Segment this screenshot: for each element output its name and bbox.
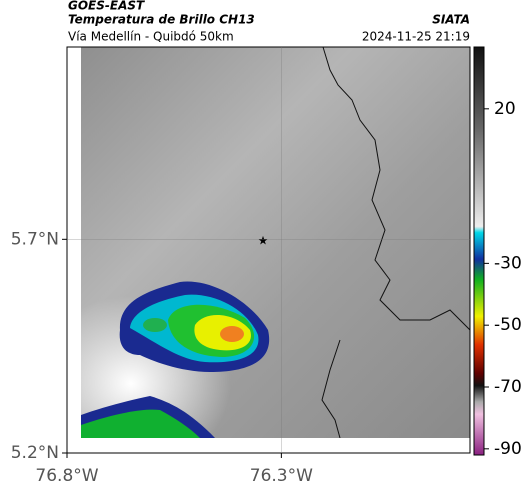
colorbar-tick-label: -50: [494, 315, 522, 335]
source: SIATA: [432, 13, 470, 27]
x-tick-label: 76.8°W: [35, 466, 98, 486]
colorbar-tick-label: 20: [494, 99, 516, 119]
cloud-cell: [143, 318, 167, 332]
station-marker: ★: [258, 234, 269, 248]
route: Vía Medellín - Quibdó 50km: [68, 30, 234, 44]
title: GOES-EAST: [68, 0, 145, 13]
x-tick-label: 76.3°W: [250, 466, 313, 486]
colorbar-tick-label: -90: [494, 439, 522, 459]
border-line: [321, 47, 470, 438]
colorbar-tick-label: -30: [494, 253, 522, 273]
y-tick-label: 5.2°N: [11, 443, 59, 463]
subtitle: Temperatura de Brillo CH13: [68, 13, 255, 27]
no-data-strip: [81, 438, 470, 453]
cloud-peak: [220, 326, 244, 342]
map-frame: [66, 46, 471, 454]
timestamp: 2024-11-25 21:19: [362, 30, 470, 44]
header: GOES-EAST Temperatura de Brillo CH13 SIA…: [68, 0, 470, 44]
cloud-south-core: [81, 409, 200, 438]
y-tick-label: 5.7°N: [11, 229, 59, 249]
satellite-image: [81, 47, 470, 438]
colorbar: [473, 46, 485, 456]
colorbar-tick-label: -70: [494, 377, 522, 397]
